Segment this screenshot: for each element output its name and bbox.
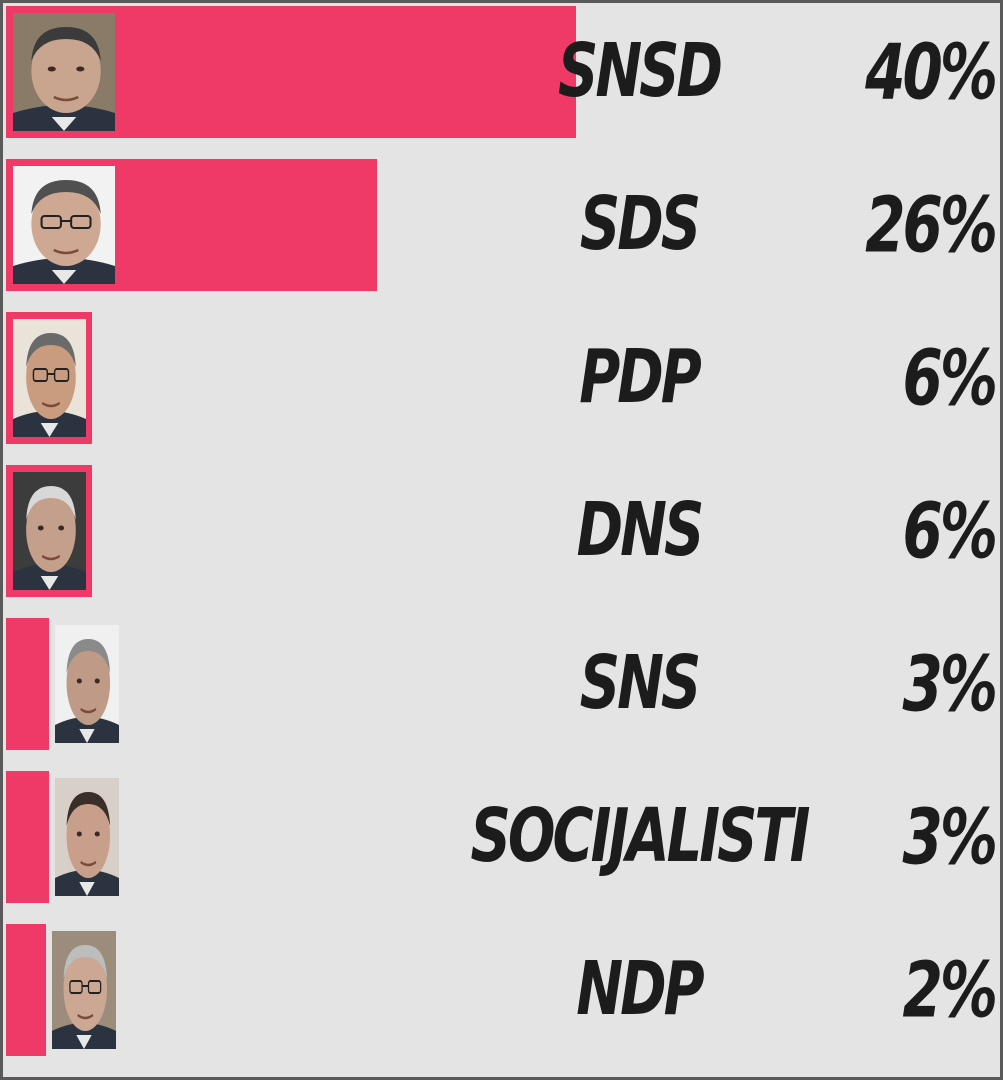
percent-label: 3% — [902, 639, 998, 729]
chart-row: SNS 3% — [3, 618, 1003, 750]
candidate-photo — [13, 13, 115, 131]
party-label: NDP — [576, 946, 704, 1033]
percent-label: 3% — [902, 792, 998, 882]
percent-label: 6% — [902, 486, 998, 576]
percent-label: 26% — [865, 180, 998, 270]
candidate-photo — [55, 778, 119, 896]
party-label: SDS — [579, 181, 701, 268]
chart-row: NDP 2% — [3, 924, 1003, 1056]
candidate-photo — [52, 931, 116, 1049]
chart-row: SOCIJALISTI 3% — [3, 771, 1003, 903]
party-label: SNS — [579, 640, 702, 727]
bar — [6, 618, 49, 750]
chart-row: SNSD 40% — [3, 6, 1003, 138]
party-label: SOCIJALISTI — [470, 793, 811, 880]
party-label: SNSD — [557, 28, 723, 115]
bar — [6, 924, 46, 1056]
party-label: DNS — [576, 487, 705, 574]
candidate-photo — [55, 625, 119, 743]
candidate-photo — [13, 166, 115, 284]
candidate-photo — [13, 319, 86, 437]
percent-label: 40% — [865, 27, 998, 117]
party-label: PDP — [579, 334, 702, 421]
candidate-photo — [13, 472, 86, 590]
percent-label: 6% — [902, 333, 998, 423]
percent-label: 2% — [902, 945, 998, 1035]
bar — [6, 771, 49, 903]
chart-row: PDP 6% — [3, 312, 1003, 444]
chart-row: SDS 26% — [3, 159, 1003, 291]
chart-row: DNS 6% — [3, 465, 1003, 597]
